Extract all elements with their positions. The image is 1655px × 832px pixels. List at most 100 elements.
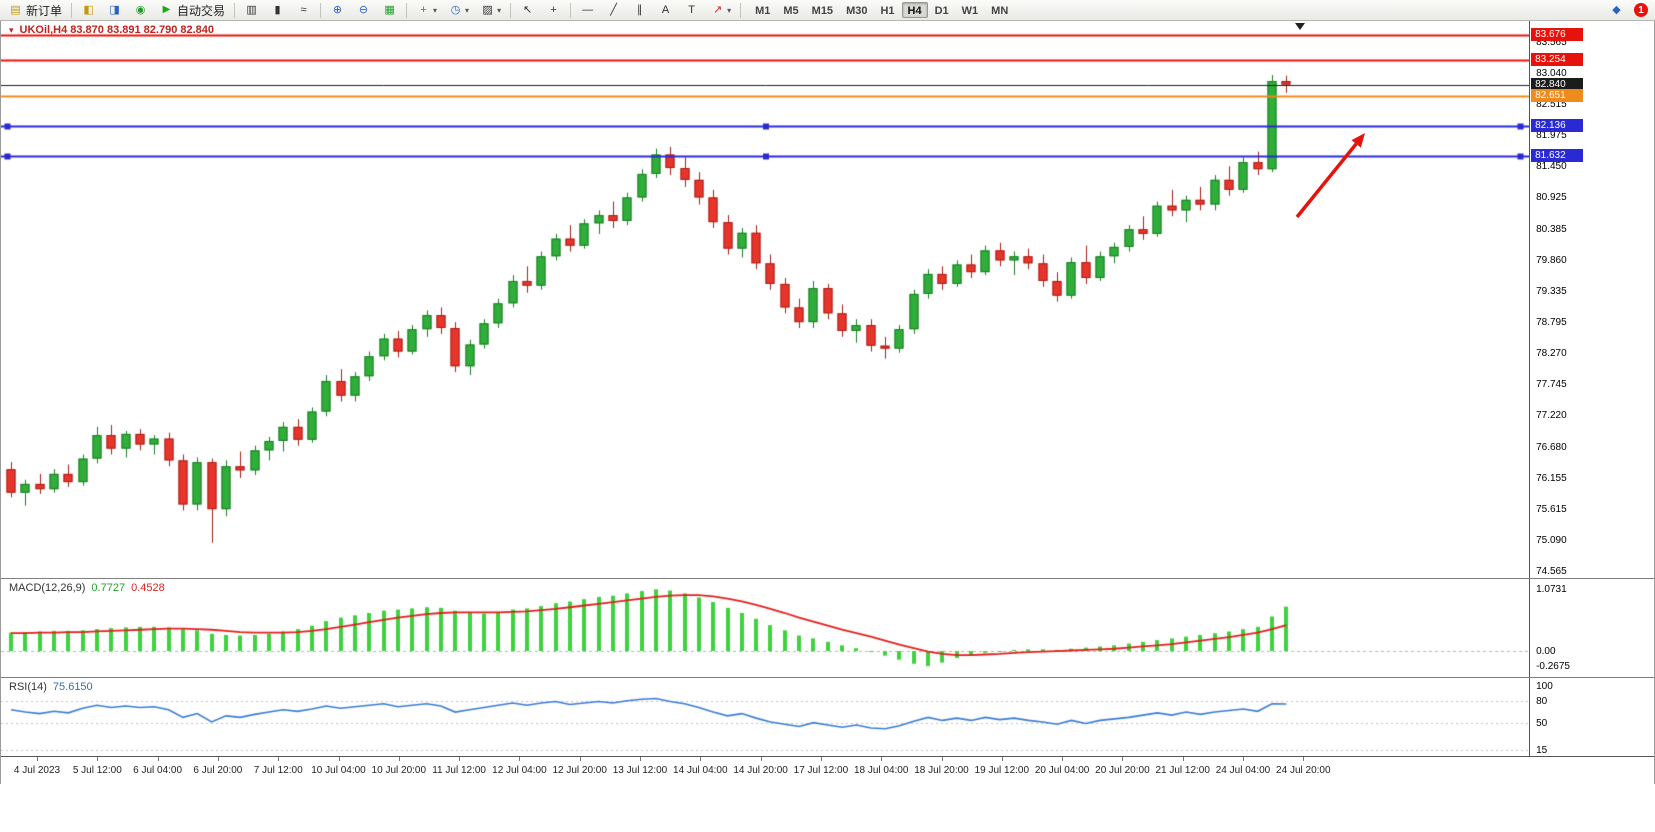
autotrading-label: 自动交易 xyxy=(177,3,226,18)
profiles-button[interactable]: ◨ xyxy=(102,1,127,19)
time-label: 13 Jul 12:00 xyxy=(612,765,668,776)
templates-button[interactable]: ▨ ▾ xyxy=(475,1,506,19)
main-plot-area[interactable]: ▾ UKOil,H4 83.870 83.891 82.790 82.840 xyxy=(1,21,1530,578)
time-label: 20 Jul 20:00 xyxy=(1095,765,1150,776)
periods-button[interactable]: ◷ ▾ xyxy=(443,1,474,19)
arrow-tool-icon: ↗ xyxy=(712,3,723,16)
signals-button[interactable]: ◉ xyxy=(128,1,153,19)
price-tick: 77.745 xyxy=(1536,379,1567,391)
bar-chart-mode-button[interactable]: ▥ xyxy=(239,1,264,19)
time-label: 17 Jul 12:00 xyxy=(793,765,849,776)
time-label: 10 Jul 20:00 xyxy=(371,765,427,776)
time-label: 18 Jul 04:00 xyxy=(853,765,909,776)
text-tool-button[interactable]: A xyxy=(653,1,678,19)
time-label: 24 Jul 04:00 xyxy=(1215,765,1271,776)
time-tick xyxy=(640,757,641,761)
time-label: 6 Jul 20:00 xyxy=(193,765,243,776)
new-order-label: 新订单 xyxy=(26,3,63,18)
indicators-button[interactable]: + ▾ xyxy=(411,1,442,19)
time-tick xyxy=(1182,757,1184,761)
time-tick xyxy=(941,757,943,761)
macd-header: MACD(12,26,9) 0.7727 0.4528 xyxy=(9,582,165,594)
time-axis[interactable]: 4 Jul 2023 5 Jul 12:00 6 Jul 04:00 6 Jul 20… xyxy=(1,756,1654,784)
crosshair-tool-button[interactable]: + xyxy=(541,1,566,19)
price-tick: 74.565 xyxy=(1536,566,1567,578)
channel-tool-button[interactable]: ∥ xyxy=(627,1,652,19)
time-label: 11 Jul 12:00 xyxy=(432,765,486,776)
rsi-axis-label: 100 xyxy=(1536,680,1553,692)
clock-icon: ◷ xyxy=(450,3,461,16)
time-tick xyxy=(157,757,159,761)
macd-canvas[interactable] xyxy=(1,579,1530,677)
template-icon: ▨ xyxy=(482,3,493,16)
macd-axis[interactable]: 1.0731 0.00 -0.2675 xyxy=(1529,579,1654,677)
line-chart-mode-button[interactable]: ≈ xyxy=(291,1,316,19)
time-label: 21 Jul 12:00 xyxy=(1155,765,1210,776)
time-tick xyxy=(278,757,280,761)
timeframe-m15-button[interactable]: M15 xyxy=(806,2,839,18)
chart-shift-marker[interactable] xyxy=(1295,23,1305,30)
tile-windows-button[interactable]: ▦ xyxy=(377,1,402,19)
macd-plot-area[interactable]: MACD(12,26,9) 0.7727 0.4528 xyxy=(1,579,1530,677)
bar-chart-icon: ▥ xyxy=(246,3,257,16)
signals-icon: ◉ xyxy=(135,3,146,16)
trendline-tool-button[interactable]: ╱ xyxy=(601,1,626,19)
rsi-axis-label: 50 xyxy=(1536,718,1548,730)
time-label: 5 Jul 12:00 xyxy=(72,765,122,776)
time-tick xyxy=(881,757,883,761)
separator xyxy=(320,2,322,18)
rsi-canvas[interactable] xyxy=(1,678,1530,756)
price-tick: 79.335 xyxy=(1536,285,1567,297)
label-tool-button[interactable]: T xyxy=(679,1,704,19)
time-label: 6 Jul 04:00 xyxy=(133,765,183,776)
hline-tool-button[interactable]: — xyxy=(575,1,600,19)
timeframe-h1-button[interactable]: H1 xyxy=(874,2,900,18)
price-axis[interactable]: 83.565 83.040 82.515 81.975 81.450 80.925 80.3… xyxy=(1529,21,1654,578)
tile-windows-icon: ▦ xyxy=(384,3,395,16)
timeframe-h4-button[interactable]: H4 xyxy=(901,2,928,18)
separator xyxy=(234,2,236,18)
community-button[interactable]: ◆ xyxy=(1604,1,1629,19)
charts-toolbar-button[interactable]: ◧ xyxy=(76,1,101,19)
trendline-icon: ╱ xyxy=(610,3,617,16)
timeframe-m5-button[interactable]: M5 xyxy=(777,2,804,18)
chevron-down-icon: ▾ xyxy=(433,5,438,15)
crosshair-icon: + xyxy=(550,3,557,16)
macd-axis-label: 0.00 xyxy=(1536,646,1556,658)
cursor-tool-button[interactable]: ↖ xyxy=(515,1,540,19)
price-tick: 83.565 xyxy=(1536,36,1567,48)
zoom-in-button[interactable]: ⊕ xyxy=(325,1,350,19)
autotrading-button[interactable]: ▶ 自动交易 xyxy=(154,1,230,19)
rsi-axis-label: 15 xyxy=(1536,744,1548,756)
line-chart-icon: ≈ xyxy=(300,3,307,16)
time-tick xyxy=(820,757,822,761)
candlestick-mode-button[interactable]: ▮ xyxy=(265,1,290,19)
timeframe-w1-button[interactable]: W1 xyxy=(956,2,985,18)
notification-badge[interactable]: 1 xyxy=(1634,3,1648,17)
time-tick xyxy=(1001,757,1003,761)
channel-icon: ∥ xyxy=(636,3,643,16)
price-tick: 80.385 xyxy=(1536,223,1567,235)
label-tool-icon: T xyxy=(688,3,695,16)
timeframe-m1-button[interactable]: M1 xyxy=(749,2,776,18)
time-label: 20 Jul 04:00 xyxy=(1034,765,1090,776)
zoom-out-button[interactable]: ⊖ xyxy=(351,1,376,19)
price-badge: 83.254 xyxy=(1531,53,1584,67)
macd-label: MACD(12,26,9) xyxy=(9,582,86,594)
timeframe-mn-button[interactable]: MN xyxy=(985,2,1014,18)
time-tick xyxy=(519,757,521,761)
time-tick xyxy=(760,757,762,761)
chart-window: ▾ UKOil,H4 83.870 83.891 82.790 82.840 8… xyxy=(0,21,1655,784)
time-label: 10 Jul 04:00 xyxy=(311,765,366,776)
rsi-plot-area[interactable]: RSI(14) 75.6150 xyxy=(1,678,1530,756)
arrows-tool-button[interactable]: ↗ ▾ xyxy=(705,1,736,19)
new-order-button[interactable]: ▤ 新订单 xyxy=(3,1,67,19)
separator xyxy=(71,2,73,18)
timeframe-d1-button[interactable]: D1 xyxy=(929,2,955,18)
rsi-axis[interactable]: 100 80 50 15 xyxy=(1529,678,1654,756)
rsi-axis-label: 80 xyxy=(1536,695,1548,707)
time-tick xyxy=(1062,757,1064,761)
timeframe-m30-button[interactable]: M30 xyxy=(840,2,873,18)
main-chart-canvas[interactable] xyxy=(1,21,1530,578)
time-label: 14 Jul 20:00 xyxy=(733,765,788,776)
